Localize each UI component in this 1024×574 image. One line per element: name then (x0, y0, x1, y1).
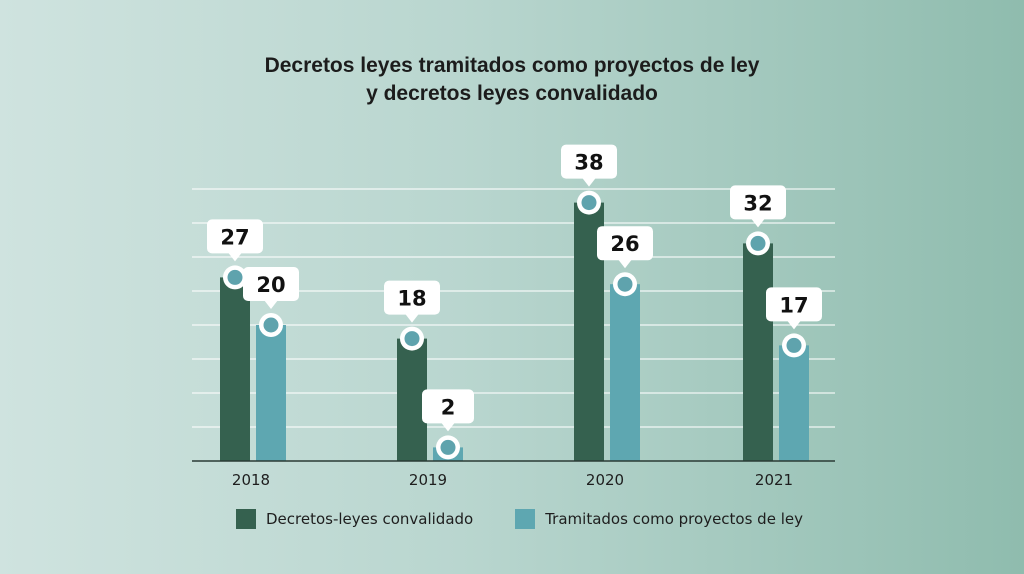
data-label: 20 (256, 273, 285, 297)
callout-box (561, 144, 617, 179)
bar (743, 243, 773, 461)
legend-swatch-convalidado (236, 509, 256, 529)
callout-pointer (751, 218, 765, 228)
legend-swatch-tramitados (515, 509, 536, 529)
callout-box (730, 185, 786, 220)
bar (220, 277, 250, 461)
callout-box (384, 280, 440, 315)
legend-label-tramitados: Tramitados como proyectos de ley (545, 510, 803, 528)
data-label: 32 (743, 191, 772, 215)
data-label: 17 (779, 293, 808, 317)
callout-pointer (441, 422, 455, 432)
x-tick-label: 2019 (409, 471, 447, 489)
marker-dot (404, 331, 420, 347)
data-label: 2 (441, 395, 456, 419)
marker-dot (786, 337, 802, 353)
legend-item-tramitados: Tramitados como proyectos de ley (515, 509, 803, 529)
legend-item-convalidado: Decretos-leyes convalidado (236, 509, 473, 529)
callout-pointer (264, 300, 278, 309)
callout-box (207, 219, 263, 254)
bar (610, 284, 640, 461)
legend: Decretos-leyes convalidado Tramitados co… (236, 509, 845, 529)
x-tick-label: 2018 (232, 471, 270, 489)
callout-pointer (228, 252, 242, 262)
bar (256, 325, 286, 461)
data-label: 27 (220, 225, 249, 249)
chart-title: Decretos leyes tramitados como proyectos… (0, 52, 1024, 108)
x-tick-label: 2020 (586, 471, 624, 489)
callout-pointer (405, 313, 419, 323)
x-tick-label: 2021 (755, 471, 793, 489)
callout-box (597, 226, 653, 261)
callout-box (766, 287, 822, 322)
title-line-2: y decretos leyes convalidado (366, 82, 658, 105)
marker-dot (263, 317, 279, 333)
marker-dot (750, 235, 766, 251)
marker-dot (617, 276, 633, 292)
callout-pointer (582, 177, 596, 187)
legend-label-convalidado: Decretos-leyes convalidado (266, 510, 474, 528)
marker-dot (227, 269, 243, 285)
callout-box (243, 267, 299, 301)
bar (779, 345, 809, 461)
marker-dot (581, 195, 597, 211)
data-label: 26 (610, 232, 639, 256)
data-label: 38 (574, 151, 603, 175)
data-label: 18 (397, 287, 426, 311)
callout-box (422, 389, 474, 424)
callout-pointer (787, 320, 801, 330)
title-line-1: Decretos leyes tramitados como proyectos… (264, 54, 760, 77)
callout-pointer (618, 259, 632, 269)
marker-dot (440, 439, 456, 455)
